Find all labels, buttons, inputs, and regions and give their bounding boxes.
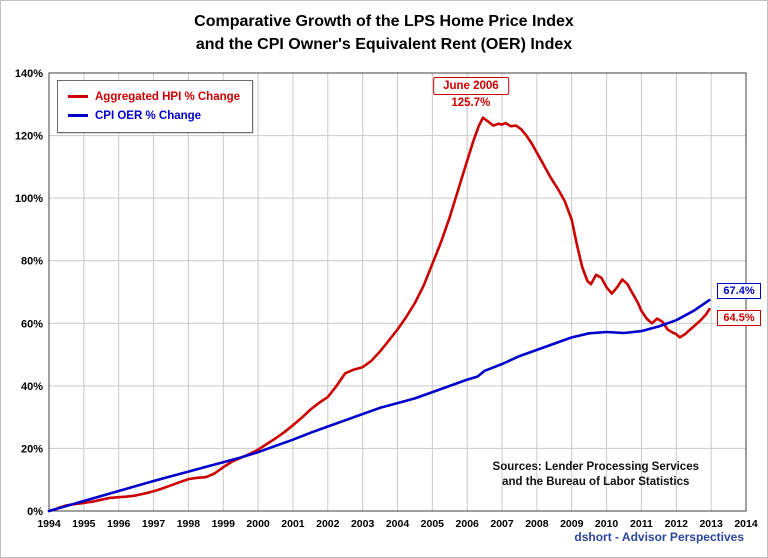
svg-text:2009: 2009	[560, 518, 584, 530]
svg-text:1999: 1999	[212, 518, 236, 530]
svg-text:1994: 1994	[37, 518, 61, 530]
svg-text:2001: 2001	[281, 518, 305, 530]
svg-text:2002: 2002	[316, 518, 340, 530]
svg-text:2007: 2007	[490, 518, 514, 530]
svg-text:2003: 2003	[351, 518, 375, 530]
svg-text:60%: 60%	[21, 318, 43, 330]
hpi-line-swatch	[68, 95, 88, 98]
svg-text:80%: 80%	[21, 256, 43, 268]
svg-text:2008: 2008	[525, 518, 549, 530]
chart-title: Comparative Growth of the LPS Home Price…	[1, 10, 767, 56]
oer-line-swatch	[68, 114, 88, 117]
legend-item-hpi: Aggregated HPI % Change	[68, 87, 240, 106]
svg-text:20%: 20%	[21, 443, 43, 455]
credit-note: dshort - Advisor Perspectives	[574, 530, 744, 544]
legend-label-oer: CPI OER % Change	[95, 109, 202, 122]
peak-annotation: June 2006 125.7%	[433, 76, 509, 109]
svg-text:2014: 2014	[734, 518, 758, 530]
svg-text:2012: 2012	[665, 518, 689, 530]
svg-text:2006: 2006	[456, 518, 480, 530]
svg-text:2013: 2013	[699, 518, 723, 530]
end-label-hpi: 64.5%	[717, 310, 761, 327]
svg-text:1996: 1996	[107, 518, 131, 530]
sources-line2: and the Bureau of Labor Statistics	[502, 476, 690, 488]
svg-text:100%: 100%	[15, 193, 43, 205]
sources-note: Sources: Lender Processing Services and …	[493, 460, 699, 490]
svg-text:1998: 1998	[177, 518, 201, 530]
svg-text:2010: 2010	[595, 518, 619, 530]
svg-text:1995: 1995	[72, 518, 96, 530]
svg-text:2004: 2004	[386, 518, 410, 530]
peak-annotation-label: June 2006	[433, 76, 509, 95]
chart-title-line1: Comparative Growth of the LPS Home Price…	[194, 13, 574, 30]
svg-text:2005: 2005	[421, 518, 445, 530]
svg-text:120%: 120%	[15, 131, 43, 143]
svg-text:40%: 40%	[21, 381, 43, 393]
svg-text:2000: 2000	[246, 518, 270, 530]
end-label-oer: 67.4%	[717, 283, 761, 300]
svg-text:140%: 140%	[15, 68, 43, 80]
svg-text:2011: 2011	[630, 518, 653, 530]
legend-label-hpi: Aggregated HPI % Change	[95, 90, 241, 103]
peak-annotation-value: 125.7%	[451, 96, 491, 109]
svg-text:1997: 1997	[142, 518, 166, 530]
chart-title-line2: and the CPI Owner's Equivalent Rent (OER…	[195, 36, 573, 53]
svg-text:0%: 0%	[27, 506, 43, 518]
sources-line1: Sources: Lender Processing Services	[492, 461, 699, 473]
legend-item-oer: CPI OER % Change	[68, 106, 240, 125]
chart-legend: Aggregated HPI % Change CPI OER % Change	[57, 80, 254, 133]
